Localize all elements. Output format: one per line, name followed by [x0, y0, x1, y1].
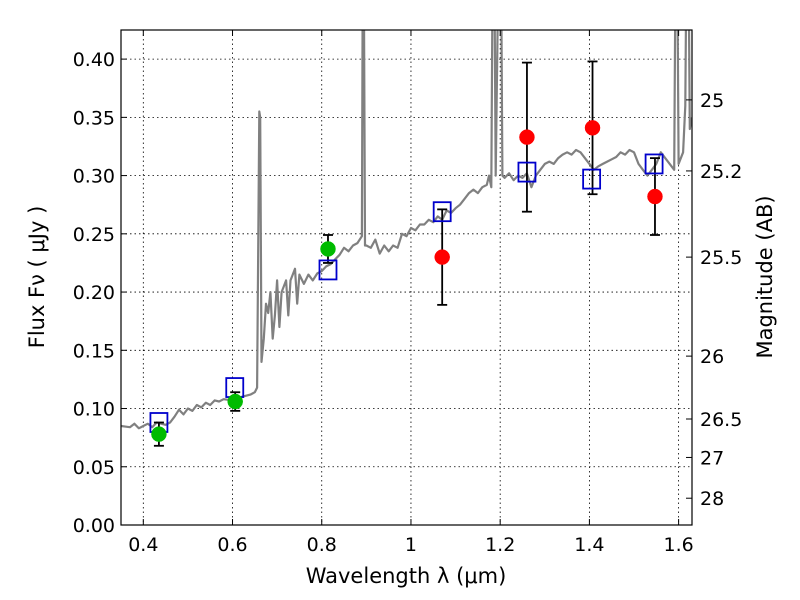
- x-tick-label: 1: [405, 534, 417, 556]
- nir-photometry-point: [647, 188, 663, 205]
- grid: [121, 30, 692, 526]
- x-tick-label: 1.6: [664, 534, 694, 556]
- x-tick-label: 0.8: [307, 534, 337, 556]
- nir-photometry-point: [584, 120, 601, 136]
- y-tick-label: 0.35: [73, 107, 115, 129]
- y-tick-label: 0.25: [73, 224, 115, 246]
- x-tick-label: 0.6: [217, 534, 247, 556]
- optical-photometry-point: [227, 393, 243, 410]
- y2-tick-label: 26: [700, 346, 724, 368]
- y-tick-label: 0.40: [73, 49, 115, 71]
- model-photometry-square: [644, 153, 664, 175]
- y2-tick-label: 25: [700, 90, 724, 112]
- spectrum-layer: [121, 30, 692, 430]
- y2-tick-label: 27: [700, 447, 724, 469]
- observed-photometry-layer: [151, 120, 663, 442]
- x-tick-label: 1.4: [574, 534, 604, 556]
- model-photometry-square: [582, 168, 602, 190]
- model-photometry-layer: [149, 153, 664, 433]
- optical-photometry-point: [320, 241, 336, 257]
- optical-photometry-point: [151, 426, 167, 442]
- tick-layer: 0.4 0.6 0.8 1 1.2 1.4 1.6 0.00 0.05 0.10 0.15 0.20 0…: [73, 30, 742, 556]
- y-tick-label: 0.00: [73, 515, 115, 537]
- nir-photometry-point: [519, 129, 535, 145]
- y-tick-label: 0.10: [73, 399, 115, 421]
- y-tick-label: 0.05: [73, 457, 115, 479]
- plot-frame: [120, 29, 693, 526]
- y2-tick-label: 26.5: [700, 409, 742, 431]
- model-photometry-square: [517, 161, 537, 183]
- model-photometry-square: [318, 259, 338, 281]
- y-tick-label: 0.30: [73, 166, 115, 188]
- y2-axis-label: Magnitude (AB): [753, 195, 777, 358]
- nir-photometry-point: [434, 249, 450, 265]
- x-tick-label: 0.4: [128, 534, 158, 556]
- y2-tick-label: 25.5: [700, 247, 742, 269]
- y-tick-label: 0.15: [73, 340, 115, 362]
- x-tick-label: 1.2: [485, 534, 515, 556]
- model-spectrum-line: [121, 30, 692, 430]
- y2-tick-label: 28: [700, 488, 724, 510]
- model-photometry-square: [432, 201, 452, 223]
- y-axis-label: Flux Fν ( μJy ): [25, 206, 49, 349]
- errorbar-layer: [153, 60, 660, 447]
- y-tick-label: 0.20: [73, 282, 115, 304]
- y2-tick-label: 25.2: [700, 161, 742, 183]
- x-axis-label: Wavelength λ (μm): [306, 564, 507, 588]
